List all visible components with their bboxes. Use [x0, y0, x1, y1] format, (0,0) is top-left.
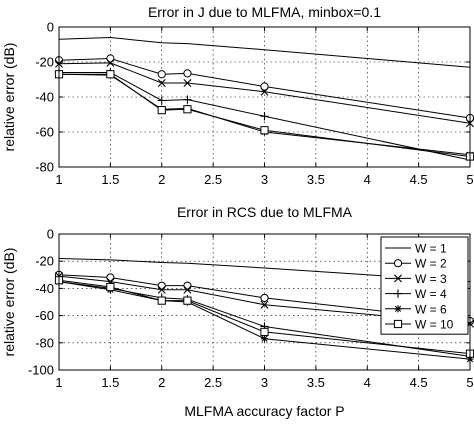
- x-tick-label: 4: [364, 172, 371, 187]
- data-point: [157, 285, 166, 294]
- data-point: [183, 69, 192, 78]
- data-point: [106, 58, 115, 67]
- legend-entry-2: W = 2: [415, 257, 447, 271]
- data-point: [260, 126, 269, 135]
- y-tick-label: -80: [35, 160, 54, 175]
- x-tick-label: 5: [466, 172, 473, 187]
- data-point: [157, 70, 166, 79]
- x-tick-label: 3: [261, 375, 268, 390]
- x-axis-label: MLFMA accuracy factor P: [184, 403, 344, 419]
- data-point: [260, 293, 269, 303]
- legend-marker-3: [394, 274, 402, 283]
- legend-entry-3: W = 3: [415, 272, 447, 286]
- y-axis-label: relative error (dB): [1, 43, 17, 152]
- y-tick-label: -40: [35, 281, 54, 296]
- legend-entry-6: W = 10: [415, 318, 454, 332]
- series-1: [58, 257, 471, 283]
- y-axis-label: relative error (dB): [1, 248, 17, 357]
- data-point: [106, 70, 115, 79]
- data-point: [157, 106, 166, 115]
- data-point: [157, 281, 166, 290]
- legend-entry-4: W = 4: [415, 287, 447, 301]
- x-tick-label: 1.5: [101, 172, 119, 187]
- legend-entry-5: W = 6: [415, 302, 447, 316]
- chart-panel-top: 1 1.5 2 2.5 3 3.5 4 4.5 5 -80 -60 -40 -20 0 Error in J…: [1, 4, 474, 187]
- x-tick-label: 4: [364, 375, 371, 390]
- legend-entry-1: W = 1: [415, 242, 447, 256]
- x-tick-label: 5: [466, 375, 473, 390]
- y-tick-label: -60: [35, 125, 54, 140]
- x-tick-label: 1.5: [101, 375, 119, 390]
- plot-area: [59, 27, 470, 167]
- x-tick-label: 4.5: [410, 172, 428, 187]
- series-line: [58, 73, 471, 156]
- data-point: [260, 112, 269, 121]
- series-line: [58, 36, 471, 68]
- series-line: [58, 275, 471, 325]
- y-tick-label: 0: [47, 227, 54, 242]
- series-line: [58, 62, 471, 124]
- legend: W = 1W = 2W = 3W = 4W = 6 W = 10: [380, 236, 469, 335]
- series-line: [58, 57, 471, 119]
- series-line: [59, 73, 471, 157]
- series-line: [58, 281, 471, 360]
- data-point: [183, 296, 192, 305]
- data-point: [260, 300, 269, 309]
- series-line: [58, 281, 471, 357]
- data-point: [260, 87, 269, 96]
- data-point: [183, 105, 192, 114]
- y-tick-label: 0: [47, 20, 54, 35]
- series-line: [58, 274, 471, 322]
- legend-marker-4: [393, 289, 403, 298]
- y-tick-label: -20: [35, 55, 54, 70]
- x-tick-label: 2: [158, 375, 165, 390]
- plot-frame: [58, 26, 471, 168]
- x-tick-label: 3.5: [307, 375, 325, 390]
- data-point: [260, 335, 269, 343]
- x-tick-label: 4.5: [410, 375, 428, 390]
- x-tick-label: 1: [55, 375, 62, 390]
- plot-frame: [58, 233, 471, 371]
- series-line: [58, 279, 471, 355]
- data-point: [157, 96, 166, 105]
- series-line: [59, 72, 471, 161]
- data-point: [260, 327, 269, 337]
- y-tick-label: -40: [35, 90, 54, 105]
- legend-marker-6: [393, 319, 403, 329]
- data-point: [157, 296, 166, 305]
- x-tick-label: 1: [55, 172, 62, 187]
- y-tick-label: -20: [35, 254, 54, 269]
- legend-box: [380, 236, 469, 335]
- data-point: [183, 281, 192, 290]
- data-point: [106, 282, 115, 292]
- x-tick-label: 2: [158, 172, 165, 187]
- x-tick-label: 2.5: [204, 172, 222, 187]
- data-point: [260, 82, 269, 91]
- x-tick-label: 2.5: [204, 375, 222, 390]
- x-tick-label: 3: [261, 172, 268, 187]
- data-point: [183, 95, 192, 104]
- data-point: [183, 79, 192, 87]
- x-tick-label: 3.5: [307, 172, 325, 187]
- legend-marker-5: [394, 305, 402, 313]
- chart-title: Error in J due to MLFMA, minbox=0.1: [148, 4, 381, 20]
- series-line: [58, 257, 471, 283]
- chart-panel-bottom: 1 1.5 2 2.5 3 3.5 4 4.5 5 -100 -80 -60 -40 -20 0 Error …: [1, 204, 474, 419]
- legend-marker-2: [393, 259, 403, 268]
- y-tick-label: -80: [35, 335, 54, 350]
- data-point: [157, 79, 166, 87]
- y-tick-label: -100: [28, 363, 54, 378]
- y-tick-label: -60: [35, 308, 54, 323]
- data-point: [106, 273, 115, 282]
- series-1: [58, 36, 471, 68]
- data-point: [183, 285, 192, 294]
- chart-title: Error in RCS due to MLFMA: [177, 204, 353, 220]
